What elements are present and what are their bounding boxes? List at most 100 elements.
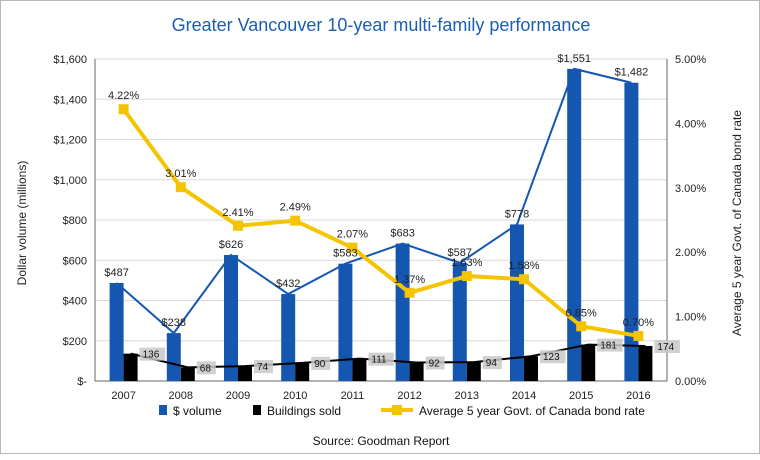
volume-bar bbox=[624, 82, 639, 381]
y-left-tick-label: $600 bbox=[63, 255, 87, 267]
rate-marker bbox=[461, 271, 472, 282]
rate-marker bbox=[233, 220, 243, 231]
y-axis-left-label: Dollar volume (millions) bbox=[15, 161, 29, 286]
legend-label-volume: $ volume bbox=[173, 404, 222, 418]
rate-data-label: 2.49% bbox=[280, 202, 311, 214]
data-labels: $487 $238 $626 $432 $583 $683 $587 $778 $1,551 $1… bbox=[104, 53, 680, 375]
volume-bar bbox=[166, 333, 181, 381]
volume-bar bbox=[224, 255, 238, 381]
y-right-tick-label: 2.00% bbox=[675, 247, 706, 259]
line-marks bbox=[115, 67, 646, 369]
x-tick-label: 2016 bbox=[626, 390, 650, 402]
buildings-bar bbox=[638, 345, 653, 381]
y-right-tick-label: 1.00% bbox=[675, 312, 706, 324]
rate-marker bbox=[404, 287, 415, 298]
y-left-tick-label: $1,200 bbox=[53, 135, 87, 147]
source-note: Source: Goodman Report bbox=[313, 434, 450, 448]
rate-marker bbox=[118, 104, 129, 115]
buildings-label-box bbox=[254, 360, 273, 374]
buildings-label-box bbox=[654, 339, 680, 353]
buildings-data-label: 68 bbox=[200, 363, 212, 374]
buildings-label-box bbox=[425, 356, 445, 370]
volume-data-label: $778 bbox=[505, 208, 529, 220]
volume-data-label: $583 bbox=[333, 248, 357, 260]
buildings-bar bbox=[352, 358, 367, 381]
volume-data-label: $683 bbox=[390, 228, 414, 240]
rate-marker bbox=[290, 215, 301, 226]
volume-bar bbox=[452, 262, 467, 381]
x-tick-label: 2009 bbox=[226, 390, 250, 402]
legend: $ volume Buildings sold Average 5 year Gov… bbox=[159, 404, 645, 418]
rate-data-label: 2.41% bbox=[222, 207, 253, 219]
buildings-data-label: 90 bbox=[314, 359, 326, 370]
y-right-tick-label: 0.00% bbox=[675, 376, 706, 388]
volume-data-label: $1,551 bbox=[557, 53, 591, 65]
buildings-label-box bbox=[597, 338, 623, 352]
y-left-tick-label: $- bbox=[77, 376, 87, 388]
volume-bar bbox=[281, 294, 296, 381]
rate-data-label: 1.63% bbox=[451, 257, 482, 269]
volume-data-label: $1,482 bbox=[615, 67, 649, 79]
buildings-data-label: 123 bbox=[543, 352, 560, 363]
buildings-bar bbox=[409, 362, 424, 381]
volume-bar bbox=[567, 68, 582, 381]
volume-data-label: $238 bbox=[162, 317, 186, 329]
axis-ticks: $- $200 $400 $600 $800 $1,000 $1,200 $1,400 $1,6… bbox=[53, 54, 706, 402]
buildings-data-label: 111 bbox=[371, 355, 387, 366]
y-left-tick-label: $1,400 bbox=[53, 94, 87, 106]
rate-data-label: 1.58% bbox=[508, 260, 539, 272]
buildings-bar bbox=[581, 344, 596, 381]
rate-marker bbox=[576, 321, 587, 332]
buildings-data-label: 94 bbox=[486, 358, 498, 369]
buildings-bar bbox=[238, 366, 252, 381]
buildings-data-label: 174 bbox=[657, 342, 674, 353]
rate-marker bbox=[347, 242, 358, 253]
volume-data-label: $626 bbox=[219, 239, 243, 251]
rate-line bbox=[121, 108, 639, 338]
x-tick-label: 2014 bbox=[512, 390, 536, 402]
volume-bar bbox=[395, 243, 410, 381]
buildings-bar bbox=[524, 356, 538, 381]
rate-data-label: 0.85% bbox=[566, 307, 597, 319]
buildings-bar bbox=[180, 367, 195, 381]
x-tick-label: 2008 bbox=[169, 390, 193, 402]
x-tick-label: 2010 bbox=[283, 390, 307, 402]
volume-bar bbox=[109, 282, 124, 381]
buildings-label-box bbox=[196, 361, 216, 375]
buildings-label-box bbox=[311, 356, 331, 370]
rate-data-label: 1.37% bbox=[394, 274, 425, 286]
legend-label-rate: Average 5 year Govt. of Canada bond rate bbox=[419, 404, 645, 418]
rate-marker bbox=[633, 330, 644, 341]
buildings-label-box bbox=[368, 352, 394, 366]
y-right-tick-label: 3.00% bbox=[675, 183, 706, 195]
x-tick-label: 2012 bbox=[397, 390, 421, 402]
rate-data-label: 2.07% bbox=[337, 229, 368, 241]
volume-data-label: $432 bbox=[276, 278, 300, 290]
legend-label-buildings: Buildings sold bbox=[267, 404, 341, 418]
legend-swatch-rate-marker bbox=[392, 405, 402, 415]
buildings-bar bbox=[466, 362, 481, 381]
rate-data-label: 0.70% bbox=[623, 317, 654, 329]
volume-data-label: $587 bbox=[448, 247, 472, 259]
rate-marker bbox=[519, 274, 529, 285]
buildings-label-box bbox=[540, 350, 566, 364]
rate-marker bbox=[175, 182, 186, 193]
y-left-tick-label: $800 bbox=[63, 215, 87, 227]
y-right-tick-label: 4.00% bbox=[675, 118, 706, 130]
legend-swatch-volume bbox=[159, 405, 167, 415]
chart-title: Greater Vancouver 10-year multi-family p… bbox=[172, 15, 591, 35]
buildings-data-label: 74 bbox=[257, 362, 269, 373]
y-left-tick-label: $200 bbox=[63, 336, 87, 348]
x-tick-label: 2011 bbox=[341, 390, 365, 402]
volume-bar bbox=[338, 263, 353, 381]
bar-marks bbox=[109, 68, 653, 381]
x-tick-label: 2013 bbox=[455, 390, 479, 402]
y-left-tick-label: $1,600 bbox=[53, 54, 87, 66]
x-tick-label: 2015 bbox=[569, 390, 593, 402]
y-left-tick-label: $400 bbox=[63, 296, 87, 308]
volume-bar bbox=[510, 224, 524, 381]
buildings-label-box bbox=[482, 356, 502, 370]
buildings-data-label: 181 bbox=[600, 341, 617, 352]
